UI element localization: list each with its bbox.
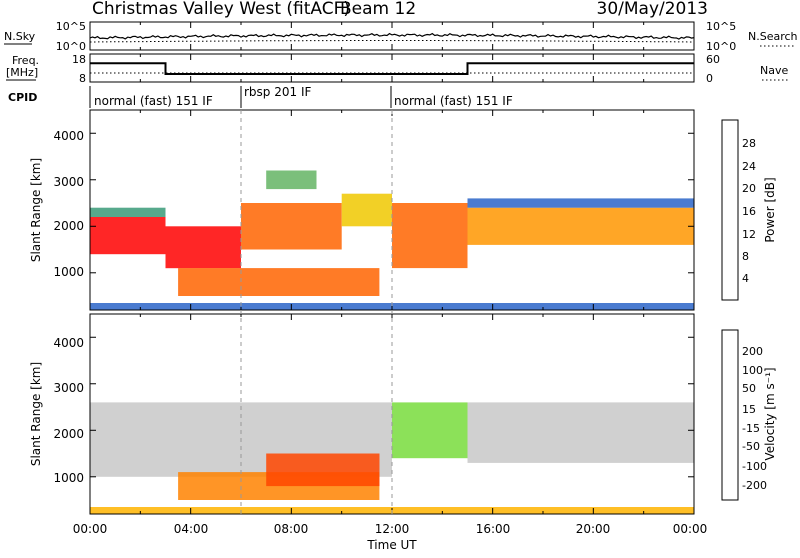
velocity-ytick-2000: 2000 xyxy=(53,427,84,441)
power-colorbar-frame xyxy=(721,119,739,301)
noise-panel: N.Sky 10^5 10^0 10^5 10^0 N.Search xyxy=(4,20,798,53)
cpid-segment-1: normal (fast) 151 IF xyxy=(94,94,213,108)
time-axis-label: Time UT xyxy=(366,538,417,552)
freq-left-tick-top: 18 xyxy=(72,53,86,66)
power-echo-region xyxy=(165,226,241,269)
velocity-ytick-4000: 4000 xyxy=(53,336,84,350)
power-echo-region xyxy=(266,170,317,190)
noise-search-trace xyxy=(90,40,694,43)
velocity-cbar-tick-50: 50 xyxy=(742,382,756,395)
power-cbar-tick-4: 4 xyxy=(742,272,749,285)
velocity-colorbar-frame xyxy=(721,329,739,501)
velocity-colorbar xyxy=(721,329,739,501)
velocity-echo-region xyxy=(467,402,694,463)
power-echo-region xyxy=(341,193,392,227)
power-ytick-2000: 2000 xyxy=(53,219,84,233)
time-axis: 00:00 04:00 08:00 12:00 16:00 20:00 00:0… xyxy=(73,522,708,552)
time-tick-6: 00:00 xyxy=(673,522,708,536)
date-label: 30/May/2013 xyxy=(597,0,709,19)
power-colorbar xyxy=(721,119,739,301)
freq-label-line2: [MHz] xyxy=(6,66,38,79)
cpid-segment-3: normal (fast) 151 IF xyxy=(394,94,513,108)
power-cbar-tick-12: 12 xyxy=(742,228,756,241)
cpid-strip: CPID normal (fast) 151 IF rbsp 201 IF no… xyxy=(8,85,513,108)
velocity-ytick-3000: 3000 xyxy=(53,381,84,395)
time-tick-0: 00:00 xyxy=(73,522,108,536)
beam-label: Beam 12 xyxy=(340,0,416,19)
power-ytick-3000: 3000 xyxy=(53,175,84,189)
velocity-cbar-tick-m100: -100 xyxy=(742,460,767,473)
freq-right-tick-top: 60 xyxy=(706,53,720,66)
velocity-ylabel: Slant Range [km] xyxy=(29,362,43,466)
noise-right-tick-bottom: 10^0 xyxy=(706,40,736,53)
freq-label-line1: Freq. xyxy=(12,54,39,67)
tick-marks xyxy=(89,22,695,514)
time-tick-2: 08:00 xyxy=(274,522,309,536)
power-cbar-tick-28: 28 xyxy=(742,137,756,150)
freq-panel: Freq. [MHz] 18 8 60 0 Nave xyxy=(6,53,790,85)
freq-trace xyxy=(90,62,694,75)
time-tick-4: 16:00 xyxy=(476,522,511,536)
power-cbar-label: Power [dB] xyxy=(763,177,777,242)
power-echo-region xyxy=(90,207,166,217)
cpid-segment-2: rbsp 201 IF xyxy=(244,85,311,99)
time-tick-3: 12:00 xyxy=(375,522,410,536)
power-cbar-tick-8: 8 xyxy=(742,250,749,263)
velocity-cbar-tick-200: 200 xyxy=(742,345,763,358)
velocity-cbar-label: Velocity [m s⁻¹] xyxy=(763,367,777,460)
velocity-echo-region xyxy=(392,402,468,459)
velocity-ytick-1000: 1000 xyxy=(53,471,84,485)
noise-right-label: N.Search xyxy=(748,30,798,43)
noise-sky-trace xyxy=(89,32,695,40)
power-echo-region xyxy=(90,217,166,255)
velocity-cbar-tick-100: 100 xyxy=(742,364,763,377)
power-ytick-4000: 4000 xyxy=(53,129,84,143)
velocity-cbar-tick-15: 15 xyxy=(742,403,756,416)
power-ylabel: Slant Range [km] xyxy=(29,158,43,262)
power-panel: Slant Range [km] 1000 2000 3000 4000 28 … xyxy=(29,109,777,311)
time-tick-1: 04:00 xyxy=(174,522,209,536)
time-tick-5: 20:00 xyxy=(576,522,611,536)
power-echo-region xyxy=(467,198,694,208)
station-title: Christmas Valley West (fitACF) xyxy=(92,0,350,19)
velocity-cbar-tick-m15: -15 xyxy=(742,422,760,435)
velocity-cbar-tick-m200: -200 xyxy=(742,479,767,492)
freq-left-tick-bottom: 8 xyxy=(79,72,86,85)
power-echo-region xyxy=(392,203,468,269)
noise-left-label: N.Sky xyxy=(4,30,36,43)
cpid-label: CPID xyxy=(8,91,37,104)
power-echo-region xyxy=(467,207,694,245)
power-echo-region xyxy=(178,268,380,296)
noise-left-tick-top: 10^5 xyxy=(56,20,86,33)
velocity-cbar-tick-m50: -50 xyxy=(742,440,760,453)
freq-right-tick-bottom: 0 xyxy=(706,72,713,85)
power-cbar-tick-20: 20 xyxy=(742,182,756,195)
power-cbar-tick-24: 24 xyxy=(742,160,756,173)
power-echo-region xyxy=(241,203,342,250)
noise-left-tick-bottom: 10^0 xyxy=(56,40,86,53)
noise-right-tick-top: 10^5 xyxy=(706,20,736,33)
power-cbar-tick-16: 16 xyxy=(742,205,756,218)
velocity-panel: Slant Range [km] 1000 2000 3000 4000 200… xyxy=(29,313,777,515)
power-ytick-1000: 1000 xyxy=(53,265,84,279)
velocity-echo-region xyxy=(266,453,380,487)
nave-label: Nave xyxy=(760,64,788,77)
